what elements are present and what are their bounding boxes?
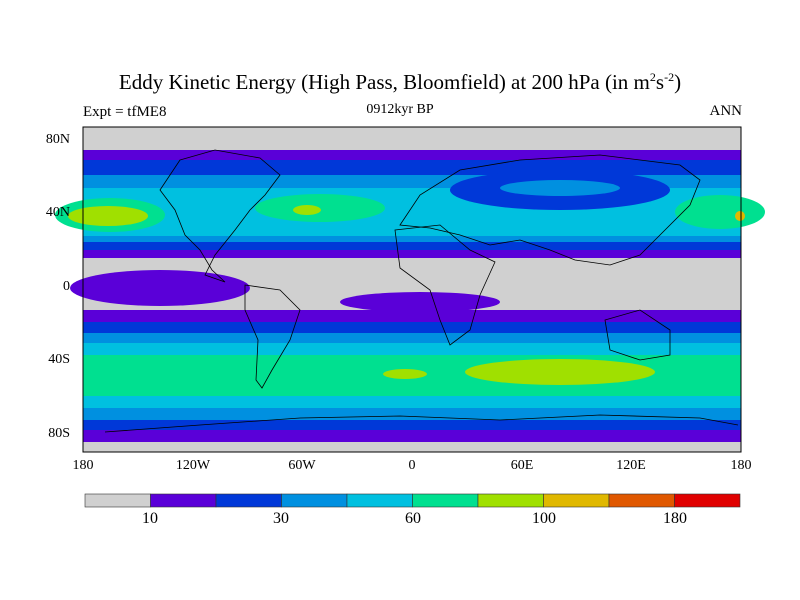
x-tick-60w: 60W (288, 458, 316, 473)
eke-sh-jet-core (383, 369, 427, 379)
antarctica-coast (104, 414, 739, 433)
colorbar-swatch (215, 493, 282, 508)
colorbar-swatch (674, 493, 741, 508)
colorbar-swatch (412, 493, 479, 508)
eke-tropical-pacific (70, 270, 250, 306)
chart-title: Eddy Kinetic Energy (High Pass, Bloomfie… (118, 70, 682, 94)
y-tick-40n: 40N (45, 205, 70, 220)
colorbar-label: 60 (405, 510, 421, 527)
colorbar-label: 100 (532, 510, 556, 527)
eke-jet-core (68, 206, 148, 226)
x-tick-0: 0 (408, 458, 416, 473)
eurasia-coast (399, 154, 701, 266)
colorbar-swatch (346, 493, 413, 508)
y-tick-0: 0 (63, 279, 70, 294)
colorbar-swatch (477, 493, 544, 508)
coastlines (104, 149, 739, 433)
y-tick-80n: 80N (45, 132, 70, 147)
eke-sh-jet-core (465, 359, 655, 385)
experiment-label: Expt = tfME8 (83, 104, 167, 120)
colorbar-label: 30 (273, 510, 289, 527)
x-tick-60e: 60E (510, 458, 534, 473)
y-tick-40s: 40S (48, 352, 70, 367)
africa-coast (394, 224, 496, 346)
eke-field (55, 127, 765, 452)
eke-jet-atlantic (255, 194, 385, 222)
colorbar-label: 10 (142, 510, 158, 527)
eke-jet-core (293, 205, 321, 215)
colorbar-swatch (608, 493, 675, 508)
eke-tropical-atlantic (340, 292, 500, 312)
colorbar-swatch (543, 493, 610, 508)
australia-coast (604, 309, 671, 361)
x-tick-180e: 180 (730, 458, 752, 473)
south-america-coast (244, 284, 301, 389)
colorbar-swatch (281, 493, 348, 508)
eke-jet-pacific-east (675, 195, 765, 229)
plot-frame (82, 126, 742, 453)
colorbar (84, 493, 741, 508)
y-tick-80s: 80S (48, 426, 70, 441)
x-tick-120w: 120W (175, 458, 211, 473)
season-label: ANN (709, 103, 743, 119)
eke-jet-core (735, 211, 745, 221)
x-tick-180w: 180 (72, 458, 94, 473)
eke-eurasia (500, 180, 620, 196)
x-tick-120e: 120E (616, 458, 646, 473)
colorbar-swatch (84, 493, 151, 508)
chart-subtitle: 0912kyr BP (366, 102, 434, 117)
colorbar-swatch (150, 493, 217, 508)
colorbar-label: 180 (663, 510, 687, 527)
north-america-coast (159, 149, 281, 283)
